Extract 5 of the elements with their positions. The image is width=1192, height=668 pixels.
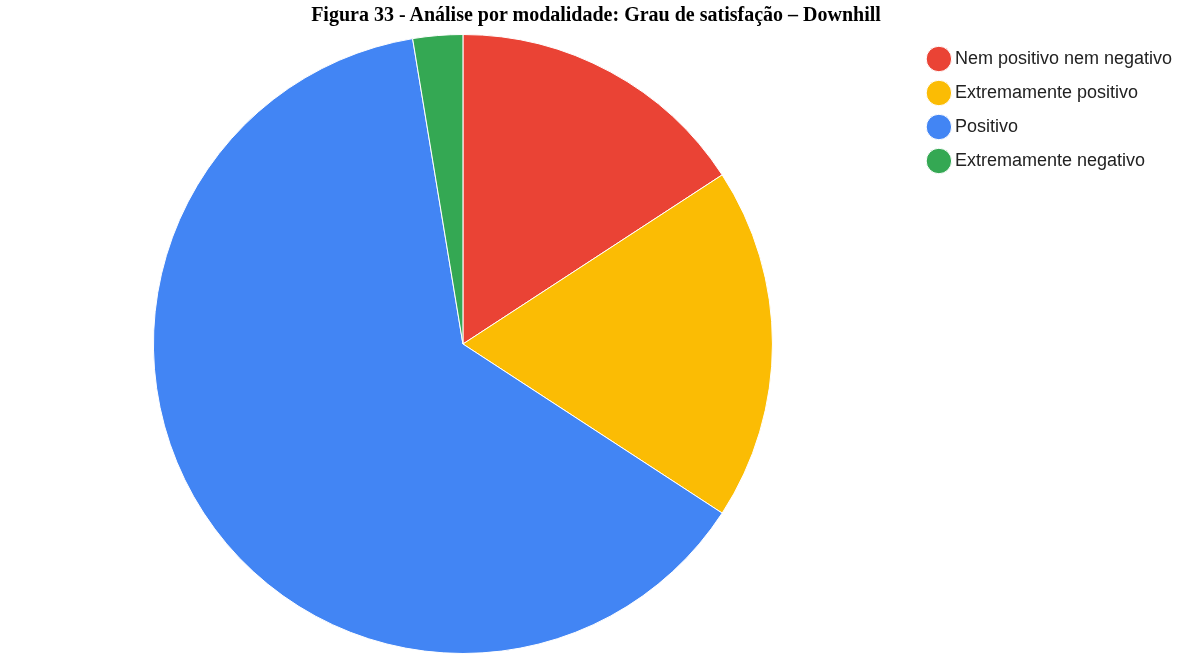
legend-label: Positivo [954, 115, 1018, 136]
legend-label: Nem positivo nem negativo [954, 47, 1172, 68]
legend-label: Extremamente negativo [954, 149, 1145, 170]
chart-title: Figura 33 - Análise por modalidade: Grau de satisfação – Downhill [310, 2, 882, 28]
legend-label: Extremamente positivo [954, 81, 1138, 102]
